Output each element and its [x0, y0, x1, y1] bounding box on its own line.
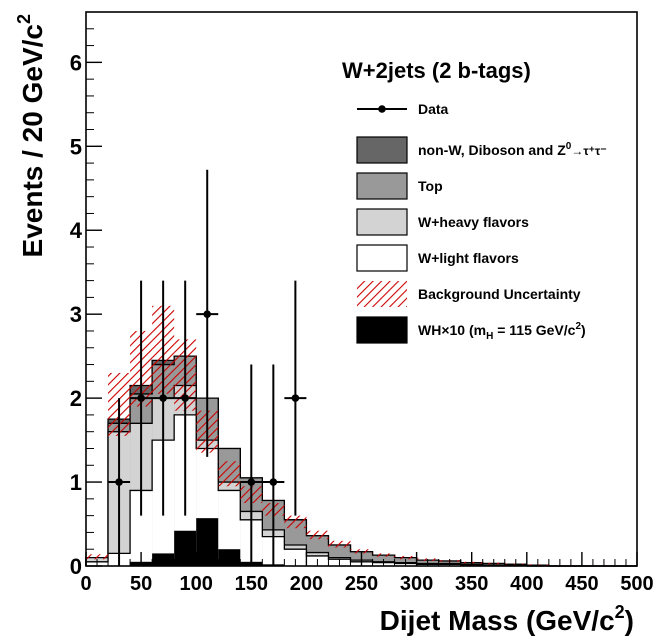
x-tick-label: 350 [455, 573, 488, 595]
bar-w-light [130, 490, 153, 566]
legend-label-main: Background Uncertainty [418, 286, 581, 302]
legend-label: Data [418, 101, 449, 117]
legend-swatch [356, 244, 408, 272]
y-tick-label: 1 [70, 470, 82, 495]
uncertainty-band [372, 553, 395, 557]
legend-label-main: Data [418, 101, 449, 117]
x-tick-label: 50 [130, 573, 152, 595]
x-tick-label: 250 [345, 573, 378, 595]
signal-bar [174, 530, 197, 566]
x-axis-label-close: ) [625, 605, 634, 636]
legend-label-main: W+light flavors [418, 250, 519, 266]
legend-hatch-swatch [357, 281, 407, 307]
legend-label-main: non-W, Diboson and Z [418, 142, 566, 158]
legend-label-main: Top [418, 178, 443, 194]
legend-label: Background Uncertainty [418, 286, 581, 302]
legend-label-sup: 2 [575, 321, 581, 332]
data-point [181, 394, 189, 402]
y-tick-label: 2 [70, 386, 82, 411]
x-axis-label-sup: 2 [615, 602, 625, 622]
plot-area [85, 169, 637, 567]
legend-swatch [356, 316, 408, 344]
x-axis-label: Dijet Mass (GeV/c2) [380, 602, 634, 636]
legend-swatch [356, 136, 408, 164]
data-point [291, 394, 300, 402]
x-tick-label: 0 [80, 573, 91, 595]
x-tick-label: 450 [565, 573, 598, 595]
legend-label: Top [418, 178, 443, 194]
data-point [247, 478, 256, 486]
legend-data-marker [378, 105, 386, 113]
data-point [115, 478, 123, 486]
legend-label-main: WH×10 (m [418, 322, 486, 338]
y-tick-label: 0 [70, 554, 82, 579]
uncertainty-band [350, 549, 373, 554]
x-tick-label: 200 [290, 573, 323, 595]
legend: Data non-W, Diboson and Z0→τ⁺τ⁻ Top W+heavy… [356, 101, 607, 344]
legend-label: WH×10 (mH = 115 GeV/c2) [418, 321, 586, 342]
uncertainty-band [284, 515, 307, 529]
legend-label-tail: ) [581, 322, 586, 338]
x-tick-label: 100 [180, 573, 213, 595]
x-tick-label: 400 [510, 573, 543, 595]
bar-w-light [218, 490, 241, 566]
data-point [137, 394, 145, 402]
legend-label-tail: →τ⁺τ⁻ [571, 144, 606, 158]
x-axis-label-main: Dijet Mass (GeV/c [380, 605, 615, 636]
signal-bar [196, 518, 219, 566]
y-tick-label: 6 [70, 50, 82, 75]
legend-swatch [356, 208, 408, 236]
legend-title: W+2jets (2 b-tags) [342, 58, 531, 83]
uncertainty-band [328, 540, 351, 548]
stack-outline-w-light [85, 414, 637, 567]
y-axis-label: Events / 20 GeV/c2 [14, 14, 48, 257]
legend-label: W+heavy flavors [418, 214, 529, 230]
y-tick-label: 5 [70, 134, 82, 159]
uncertainty-band [86, 554, 109, 560]
data-point [159, 394, 167, 402]
legend-label-main: W+heavy flavors [418, 214, 529, 230]
signal-bar [218, 549, 241, 566]
legend-label-tail: = 115 GeV/c [493, 322, 575, 338]
legend-label: non-W, Diboson and Z0→τ⁺τ⁻ [418, 141, 607, 158]
axes: 0 50 100 150 200 250 300 350 400 450 500 0 1 2 3 4 5 6 [70, 28, 654, 595]
y-tick-label: 4 [70, 218, 83, 243]
uncertainty-band [218, 461, 241, 487]
legend-swatch [356, 172, 408, 200]
bar-w-light [284, 549, 307, 566]
legend-label-sup: 0 [566, 141, 572, 152]
y-axis-label-sup: 2 [14, 14, 34, 24]
uncertainty-band [306, 530, 329, 540]
legend-label: W+light flavors [418, 250, 519, 266]
x-tick-label: 300 [400, 573, 433, 595]
data-point [203, 310, 212, 318]
x-tick-label: 500 [620, 573, 653, 595]
y-axis-label-main: Events / 20 GeV/c [17, 24, 48, 257]
y-tick-label: 3 [70, 302, 82, 327]
x-tick-label: 150 [235, 573, 268, 595]
legend-label-sub: H [486, 331, 493, 342]
data-point [269, 478, 278, 486]
uncertainty-band [394, 555, 417, 560]
